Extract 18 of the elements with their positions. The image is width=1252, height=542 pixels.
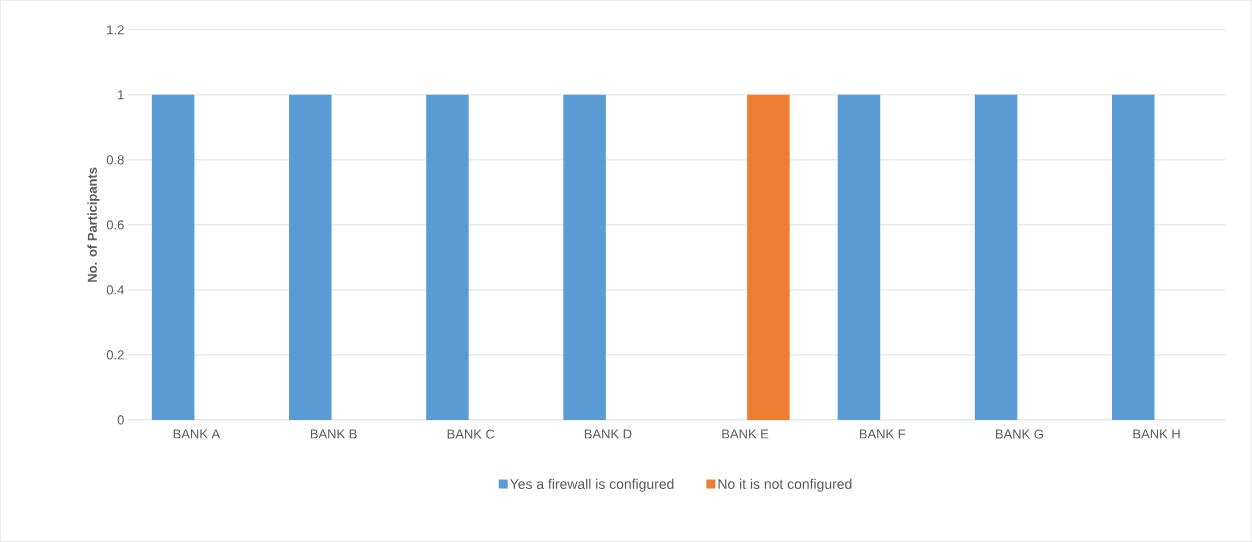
y-tick-label: 0.4 [106,285,124,295]
x-tick-label: BANK B [310,429,357,439]
x-tick-label: BANK G [996,429,1043,439]
y-tick-label: 0.2 [106,350,124,360]
legend-label: Yes a firewall is configured [510,478,674,492]
y-tick-label: 0 [117,415,124,425]
x-tick-label: BANK D [584,429,632,439]
y-tick-label: 0.6 [106,220,124,230]
x-tick-label: BANK E [722,429,769,439]
y-tick-label: 1 [118,90,124,100]
y-axis-title: No. of Participants [87,167,100,282]
legend-label: No it is not configured [718,478,852,492]
x-tick-label: BANK F [859,429,906,439]
x-tick-label: BANK A [173,429,221,439]
x-tick-label: BANK H [1133,429,1180,439]
y-tick-label: 1.2 [107,25,124,35]
y-tick-label: 0.8 [106,155,124,165]
x-tick-label: BANK C [447,429,495,439]
